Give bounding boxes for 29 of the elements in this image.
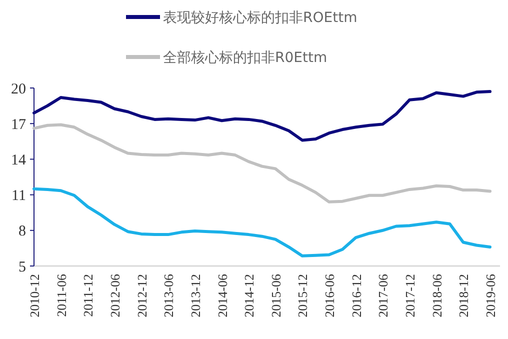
legend-label: 全部核心标的扣非R0Ettm <box>163 50 328 66</box>
x-tick-label: 2012-12 <box>134 274 150 318</box>
x-tick-label: 2018-12 <box>456 274 472 318</box>
legend-label: 表现较好核心标的扣非ROEttm <box>163 10 358 26</box>
x-tick-label: 2017-12 <box>402 274 418 318</box>
line-series <box>32 90 492 142</box>
line-series <box>32 187 492 258</box>
x-tick-label: 2010-12 <box>27 274 42 318</box>
x-tick-label: 2013-12 <box>188 274 203 318</box>
x-tick-label: 2012-06 <box>107 274 122 318</box>
y-tick-label: 5 <box>18 259 26 276</box>
y-tick-label: 11 <box>12 188 26 204</box>
y-tick-label: 14 <box>11 152 26 168</box>
x-tick-label: 2015-12 <box>295 274 310 318</box>
x-tick-label: 2019-06 <box>483 274 498 318</box>
x-tick-label: 2017-06 <box>376 274 391 318</box>
x-tick-label: 2013-06 <box>161 274 176 318</box>
x-tick-label: 2018-06 <box>429 274 444 318</box>
x-tick-label: 2016-12 <box>348 274 364 318</box>
x-tick-label: 2011-12 <box>80 274 96 317</box>
y-tick-label: 8 <box>18 224 26 240</box>
x-tick-label: 2011-06 <box>54 274 69 317</box>
x-tick-label: 2014-12 <box>242 274 257 318</box>
x-tick-label: 2016-06 <box>322 274 338 318</box>
x-tick-label: 2014-06 <box>214 274 230 318</box>
y-tick-label: 17 <box>11 116 26 133</box>
y-tick-label: 20 <box>11 81 26 98</box>
line-series <box>32 123 492 204</box>
x-tick-label: 2015-06 <box>268 274 284 318</box>
